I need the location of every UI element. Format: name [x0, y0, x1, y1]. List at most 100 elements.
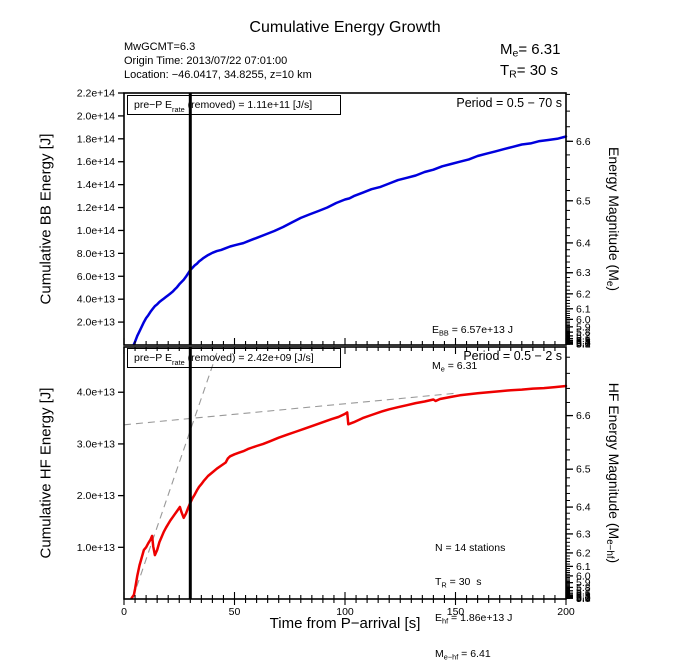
y-tick-label: 1.4e+14 — [77, 179, 115, 191]
event-info-block: MwGCMT=6.3 Origin Time: 2013/07/22 07:01… — [124, 40, 312, 82]
station-count: N = 14 stations — [435, 543, 526, 554]
text-segment: (removed) = 2.42e+09 [J/s] — [184, 352, 314, 364]
text-segment: pre−P E — [134, 99, 173, 111]
magnitude-tick-label: 5.7 — [576, 585, 591, 597]
event-mw-line: MwGCMT=6.3 — [124, 41, 196, 53]
text-segment: = 6.31 — [518, 41, 561, 58]
text-segment: = 6.41 — [458, 648, 491, 660]
magnitude-tick-label: 5.9 — [576, 321, 591, 333]
tr-value: TR = 30 s — [435, 576, 526, 591]
x-tick-label: 150 — [447, 606, 465, 618]
text-segment: T — [500, 62, 510, 79]
magnitude-tick-label: 5.0 — [576, 339, 591, 351]
text-segment: e — [440, 364, 445, 374]
event-origin-time-line: Origin Time: 2013/07/22 07:01:00 — [124, 55, 288, 67]
magnitude-tick-label: 5.4 — [576, 336, 591, 348]
text-segment: N = 14 stations — [435, 542, 506, 555]
text-segment: hf — [442, 616, 449, 626]
magnitude-tick-label: 6.4 — [576, 502, 591, 514]
magnitude-tick-label: 6.6 — [576, 410, 591, 422]
time-axis-title: Time from P−arrival [s] — [269, 615, 421, 632]
ehf-value: Ehf = 1.86e+13 J — [435, 612, 526, 627]
x-tick-label: 0 — [121, 606, 127, 618]
y-tick-label: 6.0e+13 — [77, 271, 115, 283]
magnitude-tick-label: 6.2 — [576, 288, 591, 300]
cumulative-hf-energy-curve — [130, 384, 568, 600]
pre-p-rate-box-hf: pre−P Erate (removed) = 2.42e+09 [J/s] — [127, 348, 341, 368]
magnitude-tick-label: 5.8 — [576, 327, 591, 339]
magnitude-tick-label: 5.6 — [576, 588, 591, 600]
magnitude-tick-label: 6.3 — [576, 528, 591, 540]
text-segment: = 1.86e+13 J — [448, 612, 513, 625]
text-segment: R — [441, 580, 447, 590]
text-segment: T — [435, 576, 442, 589]
rupture-duration-value: TR= 30 s — [500, 62, 558, 81]
magnitude-tick-label: 6.5 — [576, 195, 591, 207]
magnitude-tick-label: 6.2 — [576, 547, 591, 559]
y-tick-label: 4.0e+13 — [77, 387, 115, 399]
magnitude-tick-label: 5.3 — [576, 337, 591, 349]
text-segment: E — [435, 612, 443, 625]
text-segment: M — [432, 360, 441, 373]
text-segment: E — [432, 324, 440, 337]
energy-magnitude-axis-title: Energy Magnitude (Me) — [604, 147, 622, 291]
text-segment: M — [500, 41, 513, 58]
ebb-value: EBB = 6.57e+13 J — [432, 325, 513, 339]
magnitude-tick-label: 5.6 — [576, 333, 591, 345]
x-tick-label: 50 — [229, 606, 241, 618]
x-tick-label: 200 — [557, 606, 575, 618]
y-tick-label: 2.0e+13 — [77, 317, 115, 329]
magnitude-tick-label: 5.2 — [576, 592, 591, 604]
magnitude-tick-label: 6.1 — [576, 561, 591, 573]
text-segment: rate — [172, 357, 185, 367]
magnitude-tick-label: 5.3 — [576, 591, 591, 603]
text-segment: (removed) = 1.11e+11 [J/s] — [184, 99, 313, 111]
y-tick-label: 1.0e+14 — [77, 225, 115, 237]
text-segment: = 30 s — [516, 62, 559, 79]
x-tick-label: 100 — [336, 606, 354, 618]
me-hf-value: Me−hf = 6.41 — [435, 649, 526, 660]
text-segment: pre−P E — [134, 352, 173, 364]
magnitude-tick-label: 5.5 — [576, 335, 591, 347]
trend-dashed-line — [132, 349, 219, 599]
magnitude-tick-label: 5.0 — [576, 593, 591, 605]
text-segment: BB — [439, 328, 449, 338]
magnitude-tick-label: 5.9 — [576, 577, 591, 589]
text-segment: Energy Magnitude (M — [606, 147, 623, 281]
hf-stats-block: N = 14 stations TR = 30 s Ehf = 1.86e+13… — [435, 521, 526, 660]
pre-p-rate-box-bb: pre−P Erate (removed) = 1.11e+11 [J/s] — [127, 95, 341, 115]
text-segment: e−hf — [603, 539, 615, 559]
hf-energy-magnitude-axis-title: HF Energy Magnitude (Me−hf) — [604, 383, 622, 563]
trend-dashed-line — [123, 392, 456, 426]
y-tick-label: 1.6e+14 — [77, 156, 115, 168]
magnitude-tick-label: 5.4 — [576, 591, 591, 603]
cumulative-bb-energy-curve — [132, 135, 568, 346]
magnitude-tick-label: 5.5 — [576, 589, 591, 601]
bb-energy-axis-title: Cumulative BB Energy [J] — [37, 133, 55, 305]
magnitude-tick-label: 5.1 — [576, 592, 591, 604]
energy-magnitude-value: Me= 6.31 — [500, 41, 560, 60]
period-label-bb: Period = 0.5 − 70 s — [456, 96, 562, 110]
magnitude-tick-label: 5.7 — [576, 330, 591, 342]
text-segment: rate — [172, 104, 185, 114]
y-tick-label: 8.0e+13 — [77, 248, 115, 260]
me-value: Me = 6.31 — [432, 361, 513, 375]
magnitude-tick-label: 6.3 — [576, 267, 591, 279]
y-tick-label: 3.0e+13 — [77, 438, 115, 450]
text-segment: ) — [606, 286, 623, 291]
text-segment: e−hf — [443, 652, 459, 660]
magnitude-tick-label: 6.5 — [576, 464, 591, 476]
magnitude-tick-label: 5.1 — [576, 338, 591, 350]
magnitude-tick-label: 6.4 — [576, 237, 591, 249]
text-segment: = 6.57e+13 J — [448, 324, 514, 337]
magnitude-tick-label: 5.8 — [576, 582, 591, 594]
y-tick-label: 2.2e+14 — [77, 88, 115, 100]
text-segment: M — [435, 648, 444, 660]
period-label-hf: Period = 0.5 − 2 s — [463, 349, 562, 363]
chart-title: Cumulative Energy Growth — [249, 19, 441, 36]
y-tick-label: 1.8e+14 — [77, 133, 115, 145]
text-segment: ) — [606, 558, 623, 564]
magnitude-tick-label: 6.1 — [576, 303, 591, 315]
